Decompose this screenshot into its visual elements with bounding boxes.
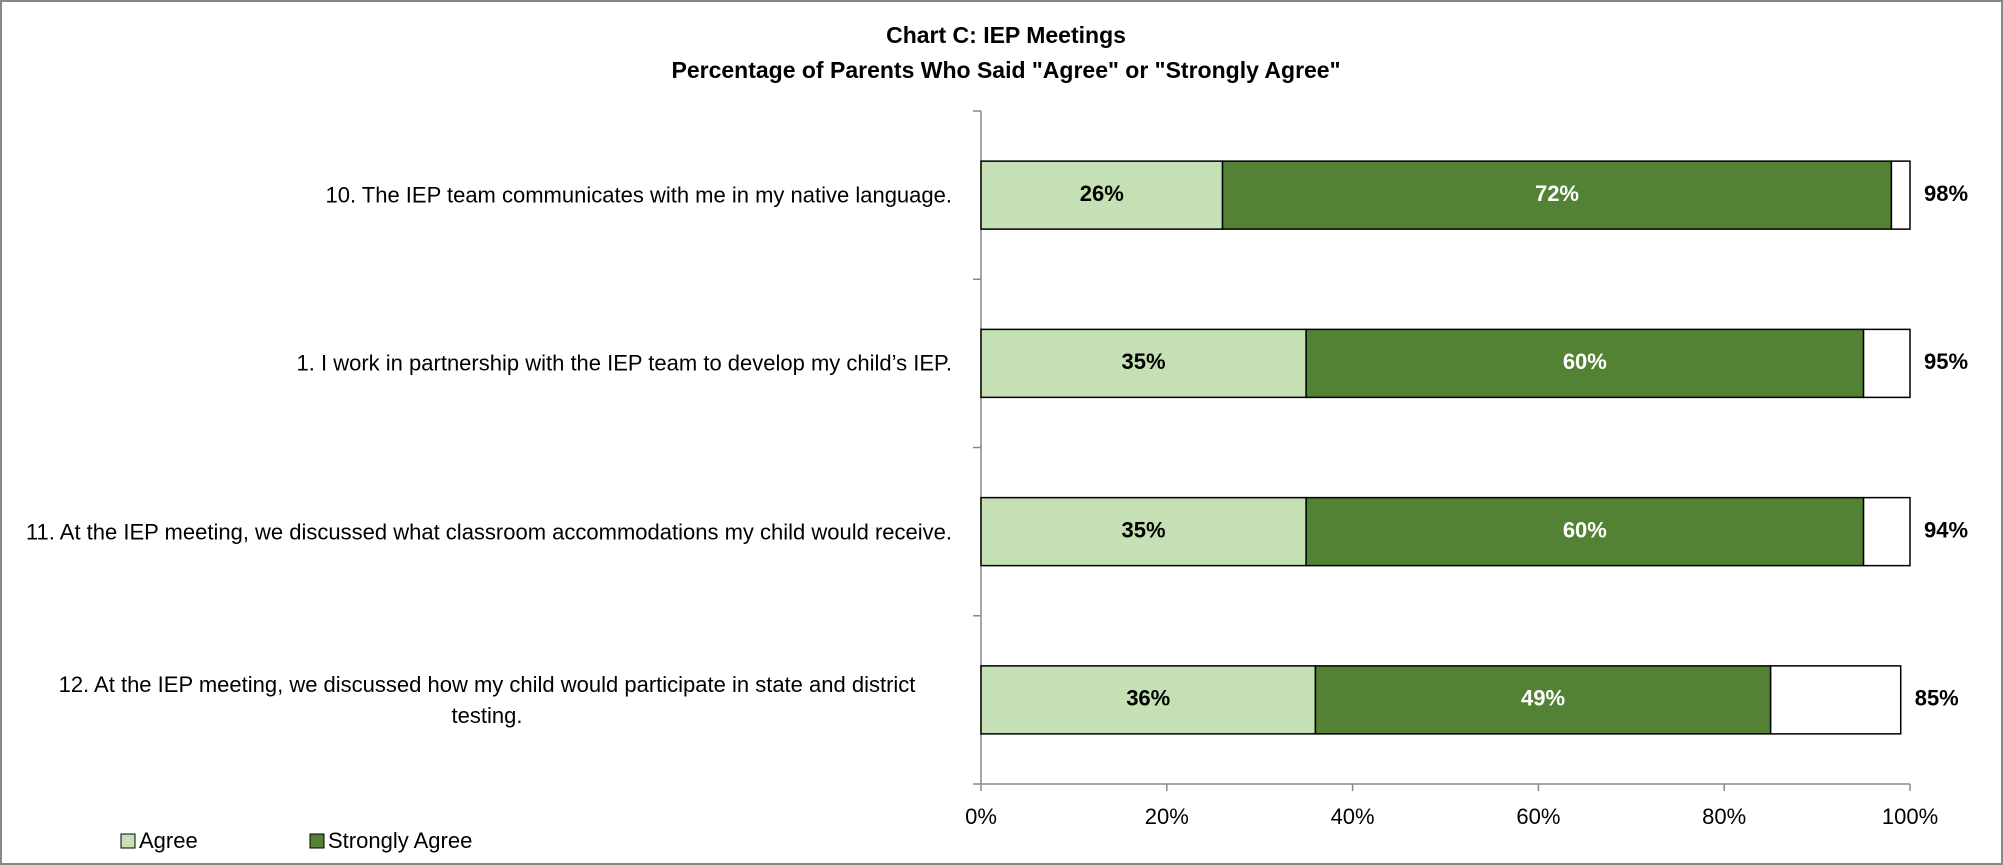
bar-segment: [980, 496, 1307, 567]
data-label: 60%: [1563, 349, 1607, 374]
category-label: 1. I work in partnership with the IEP te…: [296, 350, 952, 376]
x-tick-label: 80%: [1702, 804, 1746, 829]
category-label: 10. The IEP team communicates with me in…: [325, 182, 952, 208]
bar-segment: [1305, 328, 1865, 399]
bar-segment: [1862, 328, 1911, 399]
bar-segment: [980, 328, 1307, 399]
x-tick-label: 60%: [1516, 804, 1560, 829]
legend-swatch: [120, 833, 136, 849]
total-label: 94%: [1924, 517, 1968, 542]
bar-segment: [1890, 160, 1911, 230]
data-label: 35%: [1122, 349, 1166, 374]
category-label: 11. At the IEP meeting, we discussed wha…: [25, 519, 952, 545]
data-label: 60%: [1563, 517, 1607, 542]
total-label: 95%: [1924, 349, 1968, 374]
data-label: 72%: [1535, 181, 1579, 206]
legend-swatch: [309, 833, 325, 849]
bar-segment: [980, 665, 1317, 735]
data-label: 26%: [1080, 181, 1124, 206]
bar-segment: [1769, 665, 1902, 735]
legend-label: Strongly Agree: [328, 828, 472, 853]
data-label: 36%: [1126, 686, 1170, 711]
chart-title: Chart C: IEP Meetings: [886, 22, 1126, 48]
bar-segment: [1305, 496, 1865, 567]
legend-label: Agree: [139, 828, 198, 853]
data-label: 49%: [1521, 686, 1565, 711]
x-tick-label: 40%: [1331, 804, 1375, 829]
bar-segment: [1314, 665, 1772, 735]
total-label: 85%: [1915, 686, 1959, 711]
total-label: 98%: [1924, 181, 1968, 206]
x-tick-label: 20%: [1145, 804, 1189, 829]
bar-segment: [1862, 496, 1911, 567]
data-label: 35%: [1122, 517, 1166, 542]
bar-segment: [1221, 160, 1893, 230]
x-tick-label: 0%: [965, 804, 997, 829]
x-tick-label: 100%: [1882, 804, 1938, 829]
category-label: 12. At the IEP meeting, we discussed how…: [58, 671, 916, 728]
bar-segment: [980, 160, 1224, 230]
chart-subtitle: Percentage of Parents Who Said "Agree" o…: [671, 57, 1340, 83]
